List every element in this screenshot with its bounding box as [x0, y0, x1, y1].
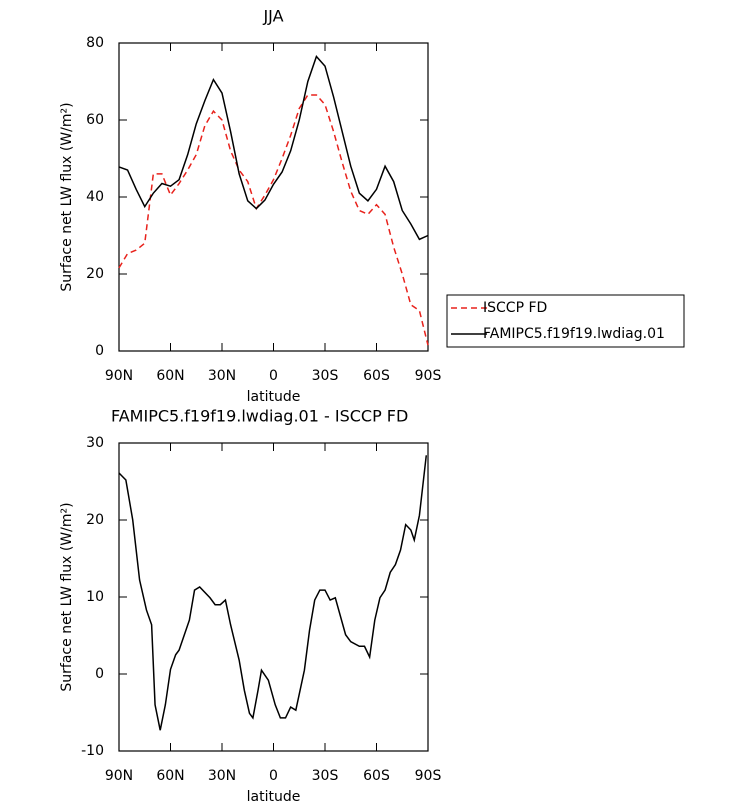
x-tick-label: 60S: [363, 768, 390, 784]
legend-label: ISCCP FD: [483, 300, 547, 316]
x-tick-label: 60S: [363, 368, 390, 384]
x-tick-label: 0: [269, 368, 278, 384]
data-line: [118, 455, 428, 731]
legend-box: [446, 294, 685, 348]
y-tick-label: 20: [86, 266, 104, 282]
x-axis-label: latitude: [247, 389, 301, 405]
data-line: [118, 94, 429, 346]
x-axis-label: latitude: [247, 789, 301, 805]
x-tick-label: 90S: [415, 768, 442, 784]
x-tick-label: 90N: [105, 768, 133, 784]
y-tick-label: 0: [95, 666, 104, 682]
y-tick-label: 80: [86, 35, 104, 51]
y-tick-label: 60: [86, 112, 104, 128]
x-tick-label: 30N: [208, 368, 236, 384]
x-tick-label: 0: [269, 768, 278, 784]
y-axis-label: Surface net LW flux (W/m²): [59, 502, 75, 691]
x-tick-label: 30S: [312, 368, 339, 384]
chart-title: FAMIPC5.f19f19.lwdiag.01 - ISCCP FD: [111, 407, 408, 426]
y-tick-label: 20: [86, 512, 104, 528]
y-tick-label: 30: [86, 435, 104, 451]
y-tick-label: -10: [81, 743, 104, 759]
x-tick-label: 30N: [208, 768, 236, 784]
x-tick-label: 60N: [156, 768, 184, 784]
y-axis-label: Surface net LW flux (W/m²): [59, 102, 75, 291]
y-tick-label: 10: [86, 589, 104, 605]
x-tick-label: 90S: [415, 368, 442, 384]
data-line: [118, 55, 429, 241]
chart-title: JJA: [262, 7, 283, 26]
x-tick-label: 30S: [312, 768, 339, 784]
legend-label: FAMIPC5.f19f19.lwdiag.01: [483, 326, 665, 342]
y-tick-label: 40: [86, 189, 104, 205]
y-tick-label: 0: [95, 343, 104, 359]
x-tick-label: 60N: [156, 368, 184, 384]
plot-frame: [118, 42, 429, 352]
x-tick-label: 90N: [105, 368, 133, 384]
